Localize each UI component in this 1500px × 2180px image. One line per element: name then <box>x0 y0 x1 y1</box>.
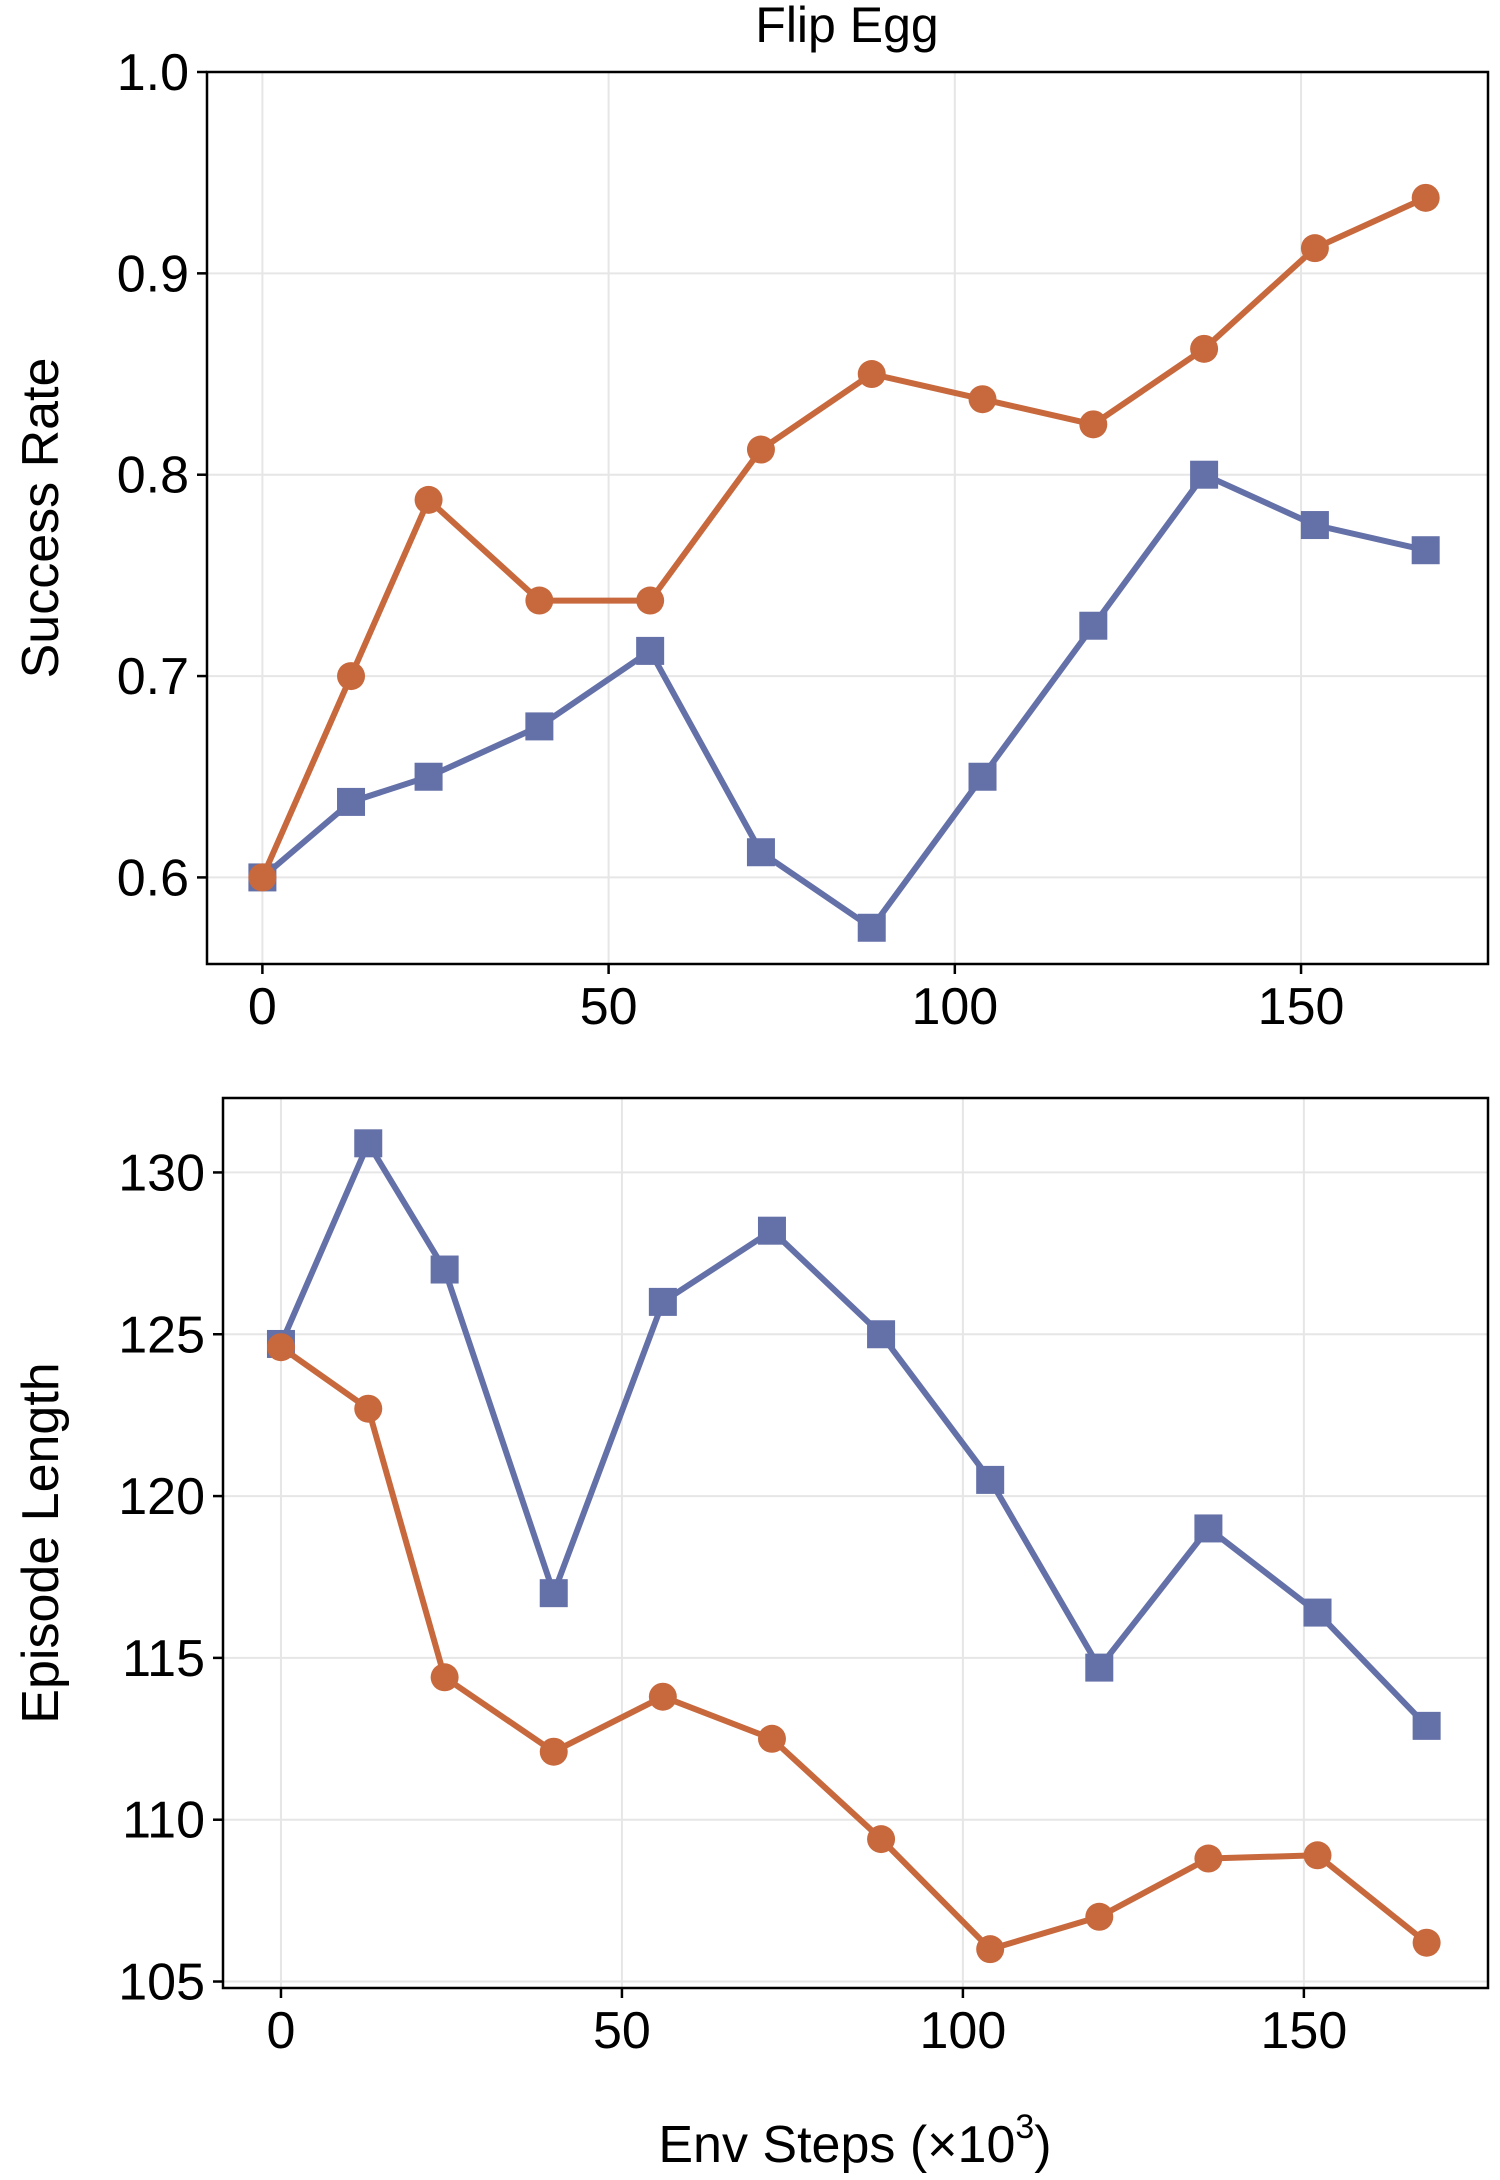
y-tick-label: 0.8 <box>117 447 189 505</box>
square-marker <box>1303 1598 1332 1627</box>
circle-marker <box>539 1737 568 1766</box>
y-axis-label: Success Rate <box>12 358 70 679</box>
circle-marker <box>746 435 775 464</box>
y-tick-label: 0.7 <box>117 648 189 706</box>
x-axis-label-close: ) <box>1034 2116 1051 2174</box>
x-tick-label: 50 <box>580 978 638 1036</box>
series-line <box>278 1344 1430 1953</box>
circle-marker <box>636 586 665 615</box>
series-line <box>259 471 1429 931</box>
y-tick-label: 115 <box>122 1630 205 1688</box>
square-marker <box>337 787 366 816</box>
y-tick-label: 105 <box>118 1954 205 2012</box>
y-tick-label: 125 <box>118 1306 205 1364</box>
circle-marker <box>430 1663 459 1692</box>
square-marker <box>1190 460 1219 489</box>
x-tick-label: 0 <box>267 2002 296 2060</box>
circle-marker <box>1412 1928 1441 1957</box>
x-axis-label-exponent: 3 <box>1015 2108 1034 2146</box>
square-marker <box>1412 1711 1441 1740</box>
y-tick-label: 0.9 <box>117 245 189 303</box>
square-marker <box>525 712 554 741</box>
success-rate-panel: 0 50 100 150 0.6 0.7 0.8 0.9 1.0 Success Rate <box>12 44 1490 1036</box>
y-axis-label: Episode Length <box>12 1362 70 1723</box>
y-tick-label: 110 <box>122 1792 205 1850</box>
series-square <box>248 460 1440 942</box>
square-marker <box>976 1465 1005 1494</box>
circle-marker <box>354 1394 383 1423</box>
x-tick-label: 150 <box>1260 2002 1347 2060</box>
circle-marker <box>1194 1844 1223 1873</box>
square-marker <box>430 1255 459 1284</box>
square-marker <box>414 762 443 791</box>
circle-marker <box>1190 334 1219 363</box>
circle-marker <box>1079 410 1108 439</box>
square-marker <box>867 1320 896 1349</box>
square-marker <box>1411 536 1440 565</box>
square-marker <box>857 913 886 942</box>
series-line <box>278 1140 1430 1729</box>
circle-marker <box>1085 1902 1114 1931</box>
x-tick-label: 0 <box>248 978 277 1036</box>
circle-marker <box>525 586 554 615</box>
x-axis-label: Env Steps (×103) <box>658 2108 1051 2174</box>
square-marker <box>648 1287 677 1316</box>
circle-marker <box>1411 183 1440 212</box>
y-tick-label: 120 <box>118 1468 205 1526</box>
circle-marker <box>1300 234 1329 263</box>
circle-marker <box>968 385 997 414</box>
square-marker <box>1194 1514 1223 1543</box>
x-tick-label: 150 <box>1258 978 1345 1036</box>
series-circle <box>248 183 1440 892</box>
circle-marker <box>1303 1841 1332 1870</box>
square-marker <box>1085 1653 1114 1682</box>
episode-length-panel: 0 50 100 150 105 110 115 120 125 130 Episode Lengt… <box>12 1096 1490 2060</box>
y-tick-label: 1.0 <box>117 44 189 102</box>
circle-marker <box>976 1935 1005 1964</box>
square-marker <box>1300 511 1329 540</box>
square-marker <box>636 636 665 665</box>
circle-marker <box>857 360 886 389</box>
circle-marker <box>266 1333 295 1362</box>
circle-marker <box>648 1682 677 1711</box>
square-marker <box>1079 611 1108 640</box>
y-tick-label: 0.6 <box>117 849 189 907</box>
circle-marker <box>414 485 443 514</box>
x-tick-label: 100 <box>920 2002 1007 2060</box>
square-marker <box>968 762 997 791</box>
square-marker <box>746 838 775 867</box>
circle-marker <box>757 1724 786 1753</box>
y-tick-label: 130 <box>118 1144 205 1202</box>
square-marker <box>539 1579 568 1608</box>
plot-frame <box>221 1096 1490 1990</box>
series-circle <box>266 1333 1441 1964</box>
circle-marker <box>337 662 366 691</box>
x-tick-label: 50 <box>593 2002 651 2060</box>
series-line <box>259 194 1429 881</box>
x-tick-label: 100 <box>911 978 998 1036</box>
square-marker <box>757 1216 786 1245</box>
chart-title: Flip Egg <box>755 0 938 53</box>
circle-marker <box>867 1825 896 1854</box>
plot-frame <box>205 70 1490 966</box>
circle-marker <box>248 863 277 892</box>
square-marker <box>354 1129 383 1158</box>
x-axis-label-main: Env Steps (×10 <box>658 2116 1015 2174</box>
series-square <box>266 1129 1441 1740</box>
